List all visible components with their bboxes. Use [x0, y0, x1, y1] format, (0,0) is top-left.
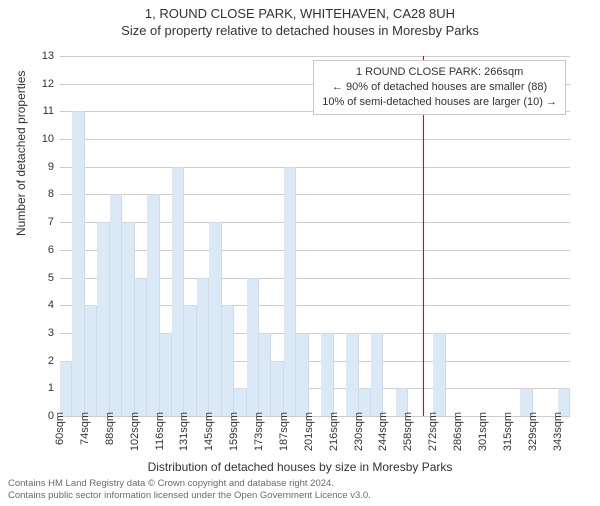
histogram-bar	[197, 278, 209, 416]
y-tick-label: 4	[32, 299, 54, 311]
y-tick-label: 7	[32, 216, 54, 228]
x-tick-label: 116sqm	[154, 412, 166, 450]
title-sub: Size of property relative to detached ho…	[0, 23, 600, 38]
y-tick-label: 2	[32, 355, 54, 367]
y-tick-label: 1	[32, 382, 54, 394]
y-tick-label: 3	[32, 327, 54, 339]
histogram-bar	[271, 361, 283, 416]
histogram-bar	[321, 333, 333, 416]
gridline	[60, 250, 570, 251]
x-tick-label: 74sqm	[79, 412, 91, 445]
histogram-bar	[371, 333, 383, 416]
x-tick-label: 102sqm	[129, 412, 141, 451]
histogram-bar	[184, 305, 196, 416]
y-tick-label: 8	[32, 188, 54, 200]
histogram-bar	[172, 167, 184, 416]
x-tick-label: 88sqm	[104, 412, 116, 445]
y-tick-label: 9	[32, 161, 54, 173]
x-tick-label: 159sqm	[228, 412, 240, 451]
chart-plot-area: 01234567891011121360sqm74sqm88sqm102sqm1…	[60, 56, 570, 416]
histogram-bar	[72, 111, 84, 416]
x-tick-label: 301sqm	[477, 412, 489, 451]
title-main: 1, ROUND CLOSE PARK, WHITEHAVEN, CA28 8U…	[0, 6, 600, 21]
y-tick-label: 13	[32, 50, 54, 62]
x-tick-label: 173sqm	[253, 412, 265, 451]
x-tick-label: 272sqm	[427, 412, 439, 451]
histogram-bar	[110, 194, 122, 416]
x-tick-label: 187sqm	[278, 412, 290, 451]
histogram-bar	[296, 333, 308, 416]
gridline	[60, 222, 570, 223]
y-axis-title: Number of detached properties	[14, 71, 28, 236]
x-tick-label: 329sqm	[527, 412, 539, 451]
annotation-line: 10% of semi-detached houses are larger (…	[322, 95, 557, 110]
x-tick-label: 244sqm	[377, 412, 389, 451]
annotation-line: ← 90% of detached houses are smaller (88…	[322, 80, 557, 95]
x-tick-label: 216sqm	[328, 412, 340, 451]
y-tick-label: 12	[32, 78, 54, 90]
y-tick-label: 0	[32, 410, 54, 422]
gridline	[60, 194, 570, 195]
histogram-bar	[60, 361, 72, 416]
histogram-bar	[247, 278, 259, 416]
x-tick-label: 145sqm	[203, 412, 215, 451]
x-tick-label: 286sqm	[452, 412, 464, 451]
histogram-bar	[135, 278, 147, 416]
x-tick-label: 131sqm	[178, 412, 190, 451]
histogram-bar	[346, 333, 358, 416]
x-tick-label: 343sqm	[552, 412, 564, 451]
histogram-bar	[222, 305, 234, 416]
footer-line-1: Contains HM Land Registry data © Crown c…	[8, 478, 371, 490]
x-tick-label: 60sqm	[54, 412, 66, 445]
gridline	[60, 56, 570, 57]
histogram-bar	[284, 167, 296, 416]
annotation-line: 1 ROUND CLOSE PARK: 266sqm	[322, 65, 557, 80]
gridline	[60, 139, 570, 140]
y-tick-label: 10	[32, 133, 54, 145]
histogram-bar	[85, 305, 97, 416]
x-tick-label: 258sqm	[402, 412, 414, 451]
histogram-bar	[122, 222, 134, 416]
histogram-bar	[209, 222, 221, 416]
y-tick-label: 6	[32, 244, 54, 256]
histogram-bar	[97, 222, 109, 416]
annotation-box: 1 ROUND CLOSE PARK: 266sqm← 90% of detac…	[313, 60, 566, 115]
histogram-bar	[259, 333, 271, 416]
histogram-bar	[160, 333, 172, 416]
footer-attribution: Contains HM Land Registry data © Crown c…	[8, 478, 371, 502]
x-axis-title: Distribution of detached houses by size …	[0, 460, 600, 474]
histogram-bar	[147, 194, 159, 416]
footer-line-2: Contains public sector information licen…	[8, 490, 371, 502]
y-tick-label: 5	[32, 272, 54, 284]
x-tick-label: 315sqm	[502, 412, 514, 451]
gridline	[60, 167, 570, 168]
histogram-bar	[433, 333, 445, 416]
x-tick-label: 230sqm	[353, 412, 365, 451]
x-tick-label: 201sqm	[303, 412, 315, 451]
y-tick-label: 11	[32, 105, 54, 117]
